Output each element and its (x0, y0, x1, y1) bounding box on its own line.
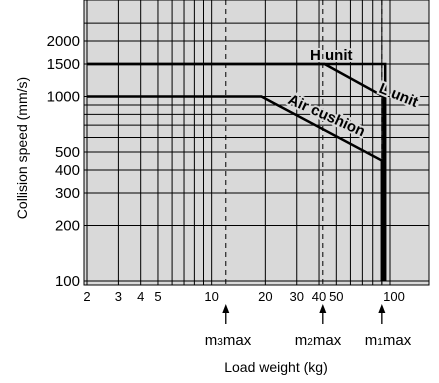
x-tick-label: 50 (329, 289, 343, 304)
marker-arrows (222, 304, 386, 324)
m3max-label: m3max (205, 332, 252, 349)
x-tick-label: 3 (115, 289, 122, 304)
y-tick-label: 2000 (47, 33, 80, 50)
y-axis-title: Collision speed (mm/s) (14, 77, 30, 219)
arrow-head-m2max (319, 304, 327, 313)
y-tick-label: 1000 (47, 89, 80, 106)
x-tick-label: 5 (154, 289, 161, 304)
y-tick-label: 100 (55, 273, 80, 290)
arrow-head-m1max (378, 304, 386, 313)
x-tick-label: 10 (204, 289, 218, 304)
annotation-h-unit: H unit (310, 47, 353, 64)
y-tick-label: 1500 (47, 56, 80, 73)
x-tick-label: 100 (383, 289, 405, 304)
y-tick-label: 500 (55, 144, 80, 161)
x-tick-label: 2 (83, 289, 90, 304)
arrow-head-m3max (222, 304, 230, 313)
series-line-air-cushion (87, 95, 384, 281)
marker-labels: m3max m2max m1max (205, 332, 412, 349)
x-tick-label: 40 (312, 289, 326, 304)
series-line-l-unit (87, 62, 385, 281)
y-tick-label: 200 (55, 217, 80, 234)
y-tick-label: 300 (55, 185, 80, 202)
plot-area (84, 0, 429, 285)
x-tick-label: 20 (258, 289, 272, 304)
m1max-label: m1max (365, 332, 412, 349)
m2max-label: m2max (295, 332, 342, 349)
x-axis-title: Load weight (kg) (224, 359, 328, 375)
x-tick-label: 30 (290, 289, 304, 304)
x-tick-label: 4 (137, 289, 144, 304)
series-lines (87, 62, 387, 281)
y-tick-label: 400 (55, 162, 80, 179)
x-tick-labels: 2 3 4 5 10 20 30 40 50 100 (83, 289, 404, 304)
plot-frame (83, 0, 430, 286)
